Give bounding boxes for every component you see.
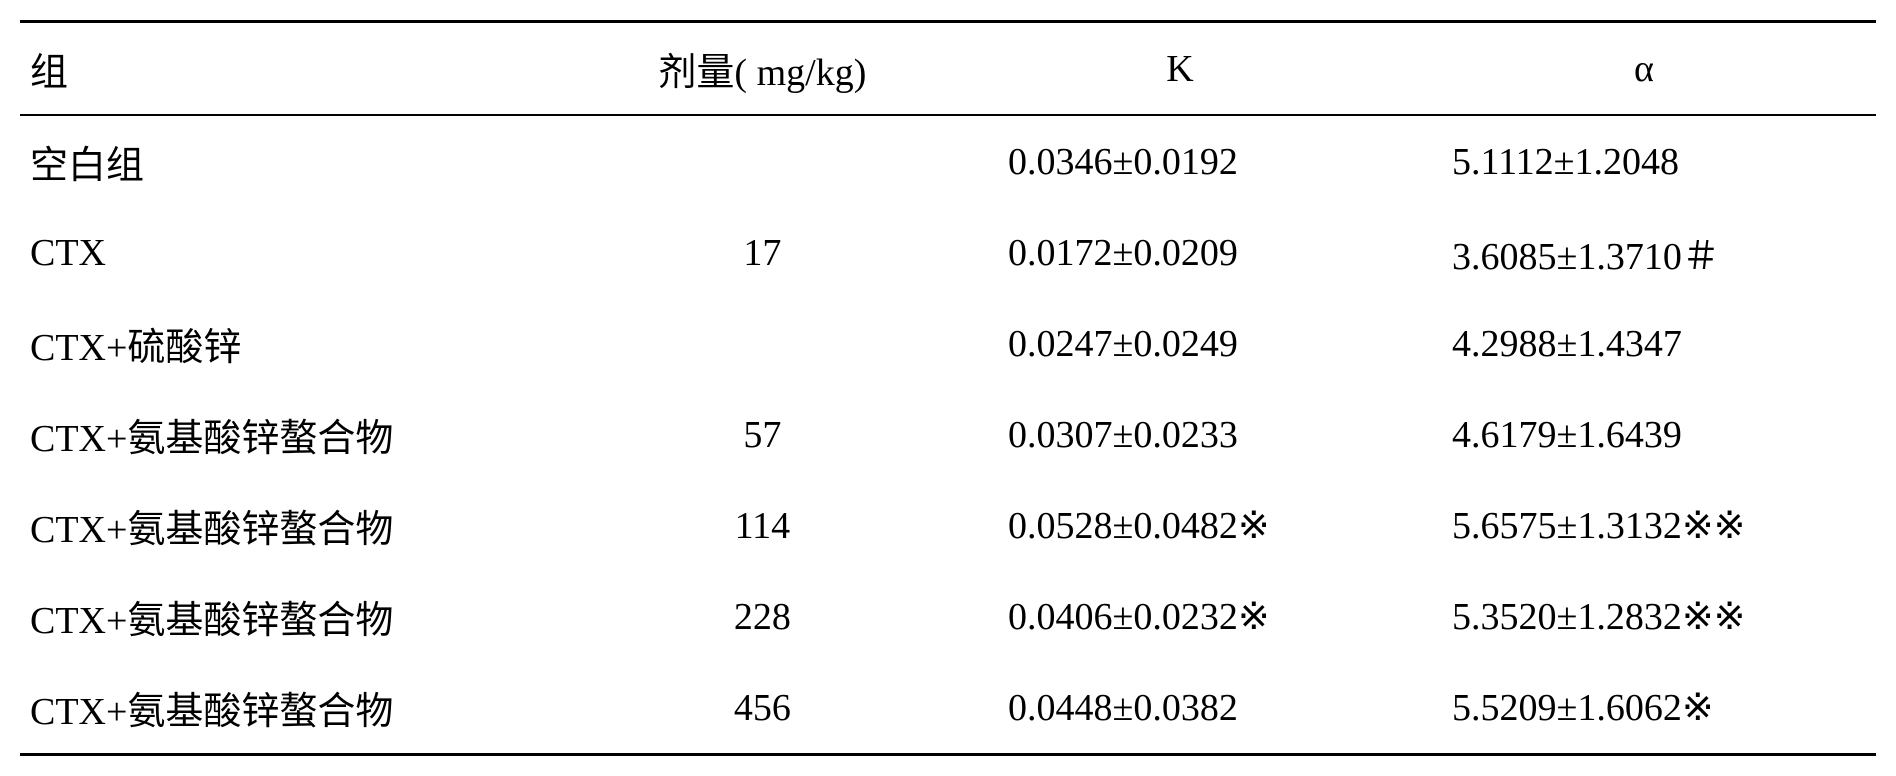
table-row: CTX+氨基酸锌螯合物 228 0.0406±0.0232※ 5.3520±1.… [20, 571, 1876, 662]
cell-dose [577, 115, 948, 207]
table-body: 空白组 0.0346±0.0192 5.1112±1.2048 CTX 17 0… [20, 115, 1876, 755]
cell-dose: 57 [577, 389, 948, 480]
cell-k: 0.0172±0.0209 [948, 207, 1412, 298]
cell-alpha: 4.6179±1.6439 [1412, 389, 1876, 480]
cell-group: CTX+氨基酸锌螯合物 [20, 480, 577, 571]
table-row: CTX+氨基酸锌螯合物 114 0.0528±0.0482※ 5.6575±1.… [20, 480, 1876, 571]
cell-group: CTX+氨基酸锌螯合物 [20, 662, 577, 755]
cell-k: 0.0528±0.0482※ [948, 480, 1412, 571]
cell-dose: 456 [577, 662, 948, 755]
cell-dose: 17 [577, 207, 948, 298]
cell-dose: 114 [577, 480, 948, 571]
column-header-group: 组 [20, 22, 577, 116]
table-header: 组 剂量( mg/kg) K α [20, 22, 1876, 116]
cell-alpha: 5.3520±1.2832※※ [1412, 571, 1876, 662]
column-header-alpha: α [1412, 22, 1876, 116]
cell-group: CTX+硫酸锌 [20, 298, 577, 389]
table-row: 空白组 0.0346±0.0192 5.1112±1.2048 [20, 115, 1876, 207]
cell-k: 0.0346±0.0192 [948, 115, 1412, 207]
cell-alpha: 3.6085±1.3710＃ [1412, 207, 1876, 298]
column-header-dose: 剂量( mg/kg) [577, 22, 948, 116]
cell-k: 0.0406±0.0232※ [948, 571, 1412, 662]
data-table: 组 剂量( mg/kg) K α 空白组 0.0346±0.0192 5.111… [20, 20, 1876, 756]
cell-k: 0.0448±0.0382 [948, 662, 1412, 755]
column-header-k: K [948, 22, 1412, 116]
table-row: CTX+氨基酸锌螯合物 456 0.0448±0.0382 5.5209±1.6… [20, 662, 1876, 755]
table-row: CTX 17 0.0172±0.0209 3.6085±1.3710＃ [20, 207, 1876, 298]
table-row: CTX+硫酸锌 0.0247±0.0249 4.2988±1.4347 [20, 298, 1876, 389]
cell-group: CTX+氨基酸锌螯合物 [20, 571, 577, 662]
table-row: CTX+氨基酸锌螯合物 57 0.0307±0.0233 4.6179±1.64… [20, 389, 1876, 480]
cell-group: CTX [20, 207, 577, 298]
cell-dose: 228 [577, 571, 948, 662]
cell-k: 0.0307±0.0233 [948, 389, 1412, 480]
data-table-container: 组 剂量( mg/kg) K α 空白组 0.0346±0.0192 5.111… [20, 20, 1876, 756]
cell-k: 0.0247±0.0249 [948, 298, 1412, 389]
cell-group: 空白组 [20, 115, 577, 207]
cell-alpha: 5.5209±1.6062※ [1412, 662, 1876, 755]
table-header-row: 组 剂量( mg/kg) K α [20, 22, 1876, 116]
cell-alpha: 5.6575±1.3132※※ [1412, 480, 1876, 571]
cell-dose [577, 298, 948, 389]
cell-group: CTX+氨基酸锌螯合物 [20, 389, 577, 480]
cell-alpha: 4.2988±1.4347 [1412, 298, 1876, 389]
cell-alpha: 5.1112±1.2048 [1412, 115, 1876, 207]
